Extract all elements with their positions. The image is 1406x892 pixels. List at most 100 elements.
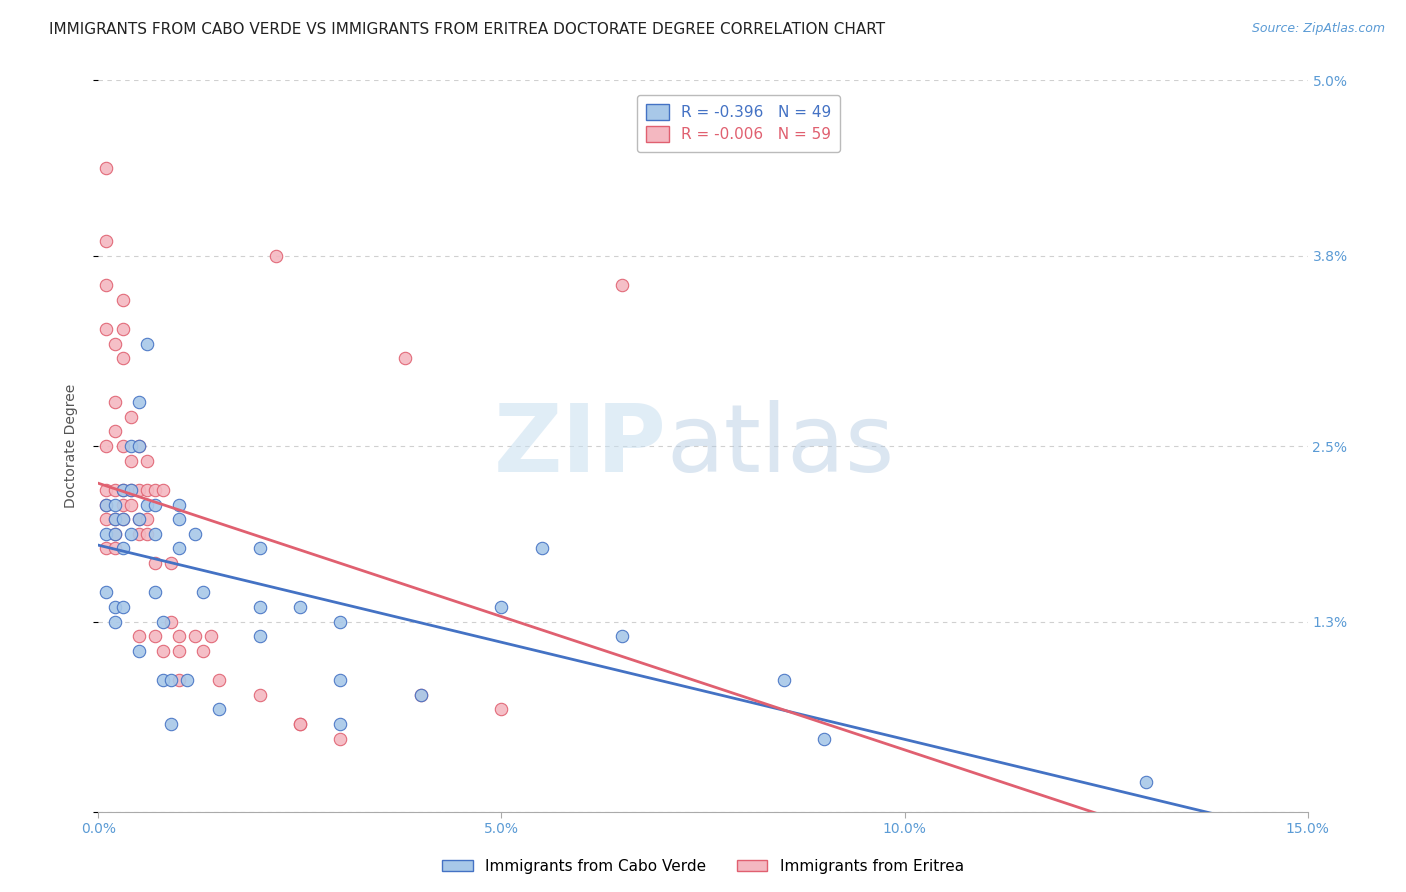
Point: [103, 395, 125, 409]
Point: [167, 498, 190, 512]
Point: [103, 336, 125, 351]
Point: [120, 526, 142, 541]
Point: [120, 483, 142, 497]
Point: [329, 731, 352, 746]
Point: [120, 498, 142, 512]
Point: [96, 483, 118, 497]
Point: [111, 351, 134, 366]
Point: [135, 453, 157, 467]
Point: [143, 629, 166, 643]
Point: [167, 541, 190, 556]
Point: [530, 541, 553, 556]
Point: [103, 541, 125, 556]
Point: [103, 512, 125, 526]
Point: [160, 717, 183, 731]
Point: [128, 439, 150, 453]
Point: [120, 439, 142, 453]
Point: [111, 498, 134, 512]
Point: [409, 688, 432, 702]
Point: [249, 599, 271, 614]
Point: [288, 717, 311, 731]
Point: [111, 512, 134, 526]
Point: [329, 615, 352, 629]
Text: ZIP: ZIP: [494, 400, 666, 492]
Point: [96, 322, 118, 336]
Point: [288, 599, 311, 614]
Point: [96, 512, 118, 526]
Point: [128, 644, 150, 658]
Point: [111, 512, 134, 526]
Point: [96, 526, 118, 541]
Point: [264, 249, 287, 263]
Point: [329, 717, 352, 731]
Point: [491, 702, 513, 716]
Point: [103, 599, 125, 614]
Point: [96, 498, 118, 512]
Legend: Immigrants from Cabo Verde, Immigrants from Eritrea: Immigrants from Cabo Verde, Immigrants f…: [436, 853, 970, 880]
Point: [96, 278, 118, 293]
Point: [329, 673, 352, 687]
Point: [111, 293, 134, 307]
Point: [128, 526, 150, 541]
Point: [143, 483, 166, 497]
Point: [96, 234, 118, 248]
Point: [152, 483, 174, 497]
Point: [111, 483, 134, 497]
Point: [143, 585, 166, 599]
Point: [103, 615, 125, 629]
Point: [249, 629, 271, 643]
Point: [176, 673, 198, 687]
Point: [128, 483, 150, 497]
Point: [143, 526, 166, 541]
Point: [135, 526, 157, 541]
Point: [135, 483, 157, 497]
Point: [394, 351, 416, 366]
Point: [103, 425, 125, 439]
Text: atlas: atlas: [666, 400, 896, 492]
Point: [772, 673, 794, 687]
Y-axis label: Doctorate Degree: Doctorate Degree: [63, 384, 77, 508]
Point: [160, 615, 183, 629]
Point: [128, 512, 150, 526]
Point: [152, 615, 174, 629]
Point: [128, 439, 150, 453]
Point: [167, 673, 190, 687]
Point: [409, 688, 432, 702]
Text: Source: ZipAtlas.com: Source: ZipAtlas.com: [1251, 22, 1385, 36]
Point: [167, 512, 190, 526]
Point: [111, 483, 134, 497]
Point: [96, 161, 118, 175]
Point: [111, 599, 134, 614]
Point: [96, 498, 118, 512]
Point: [143, 498, 166, 512]
Point: [167, 629, 190, 643]
Point: [120, 453, 142, 467]
Point: [1135, 775, 1157, 789]
Point: [208, 702, 231, 716]
Point: [135, 512, 157, 526]
Point: [288, 717, 311, 731]
Point: [612, 278, 634, 293]
Point: [200, 629, 222, 643]
Text: IMMIGRANTS FROM CABO VERDE VS IMMIGRANTS FROM ERITREA DOCTORATE DEGREE CORRELATI: IMMIGRANTS FROM CABO VERDE VS IMMIGRANTS…: [49, 22, 886, 37]
Legend: R = -0.396   N = 49, R = -0.006   N = 59: R = -0.396 N = 49, R = -0.006 N = 59: [637, 95, 841, 152]
Point: [167, 644, 190, 658]
Point: [111, 541, 134, 556]
Point: [120, 483, 142, 497]
Point: [612, 629, 634, 643]
Point: [184, 526, 207, 541]
Point: [128, 395, 150, 409]
Point: [103, 512, 125, 526]
Point: [120, 409, 142, 424]
Point: [249, 541, 271, 556]
Point: [208, 673, 231, 687]
Point: [128, 629, 150, 643]
Point: [135, 498, 157, 512]
Point: [96, 541, 118, 556]
Point: [111, 322, 134, 336]
Point: [193, 585, 215, 599]
Point: [103, 483, 125, 497]
Point: [152, 673, 174, 687]
Point: [103, 526, 125, 541]
Point: [128, 512, 150, 526]
